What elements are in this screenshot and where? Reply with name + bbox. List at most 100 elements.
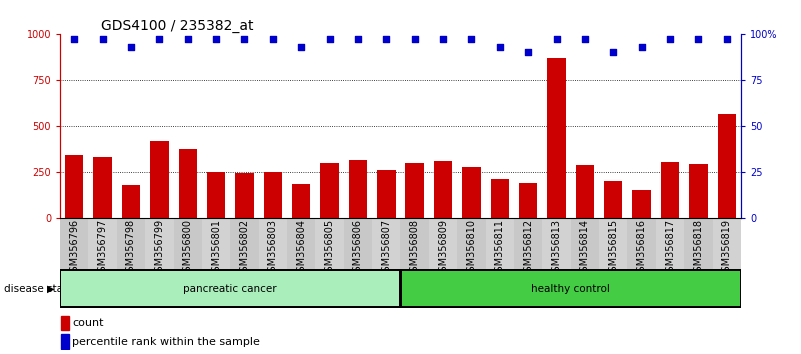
Point: [125, 44, 138, 49]
Point: [68, 36, 81, 42]
Text: GSM356815: GSM356815: [608, 219, 618, 278]
Text: GSM356802: GSM356802: [239, 219, 249, 278]
Bar: [348, 160, 367, 218]
Text: percentile rank within the sample: percentile rank within the sample: [72, 337, 260, 347]
Bar: [514, 218, 542, 269]
Bar: [377, 170, 396, 218]
Bar: [150, 141, 168, 218]
Bar: [429, 218, 457, 269]
Point: [210, 36, 223, 42]
Bar: [542, 218, 570, 269]
Bar: [65, 155, 83, 218]
Text: GDS4100 / 235382_at: GDS4100 / 235382_at: [101, 19, 253, 33]
Bar: [372, 218, 400, 269]
Text: GSM356809: GSM356809: [438, 219, 448, 278]
Text: GSM356812: GSM356812: [523, 219, 533, 278]
Bar: [202, 218, 231, 269]
Bar: [576, 165, 594, 218]
Point: [437, 36, 449, 42]
Bar: [627, 218, 656, 269]
Point: [635, 44, 648, 49]
Bar: [405, 163, 424, 218]
Bar: [485, 218, 514, 269]
Bar: [60, 218, 88, 269]
Text: GSM356816: GSM356816: [637, 219, 646, 278]
Bar: [656, 218, 684, 269]
Bar: [713, 218, 741, 269]
Point: [352, 36, 364, 42]
Text: GSM356801: GSM356801: [211, 219, 221, 278]
Bar: [570, 218, 599, 269]
Bar: [88, 218, 117, 269]
Bar: [547, 58, 566, 218]
Text: disease state: disease state: [4, 284, 74, 293]
Text: GSM356799: GSM356799: [155, 219, 164, 278]
Bar: [490, 179, 509, 218]
Text: GSM356811: GSM356811: [495, 219, 505, 278]
Point: [521, 49, 534, 55]
Point: [550, 36, 563, 42]
Text: GSM356808: GSM356808: [409, 219, 420, 278]
Text: GSM356819: GSM356819: [722, 219, 732, 278]
Bar: [259, 218, 287, 269]
Text: GSM356798: GSM356798: [126, 219, 136, 278]
Bar: [122, 185, 140, 218]
Text: count: count: [72, 318, 104, 328]
Point: [380, 36, 392, 42]
Text: ▶: ▶: [47, 284, 54, 293]
Bar: [94, 157, 112, 218]
Bar: [519, 183, 537, 218]
Point: [663, 36, 676, 42]
Text: healthy control: healthy control: [531, 284, 610, 293]
Bar: [462, 166, 481, 218]
Bar: [61, 316, 69, 330]
Bar: [264, 172, 282, 218]
Text: pancreatic cancer: pancreatic cancer: [183, 284, 277, 293]
Text: GSM356818: GSM356818: [694, 219, 703, 278]
Point: [96, 36, 109, 42]
Point: [578, 36, 591, 42]
Bar: [61, 335, 69, 349]
Point: [323, 36, 336, 42]
Point: [493, 44, 506, 49]
Bar: [316, 218, 344, 269]
Bar: [292, 184, 311, 218]
Point: [465, 36, 478, 42]
Point: [267, 36, 280, 42]
Text: GSM356817: GSM356817: [665, 219, 675, 278]
Bar: [344, 218, 372, 269]
Bar: [599, 218, 627, 269]
Bar: [145, 218, 174, 269]
Point: [409, 36, 421, 42]
Point: [720, 36, 733, 42]
Text: GSM356813: GSM356813: [552, 219, 562, 278]
Text: GSM356797: GSM356797: [98, 219, 107, 279]
Bar: [684, 218, 713, 269]
Bar: [457, 218, 485, 269]
Text: GSM356804: GSM356804: [296, 219, 306, 278]
Bar: [633, 190, 651, 218]
Bar: [287, 218, 316, 269]
Point: [295, 44, 308, 49]
Bar: [320, 164, 339, 218]
Bar: [434, 161, 453, 218]
Bar: [174, 218, 202, 269]
Text: GSM356807: GSM356807: [381, 219, 392, 278]
Text: GSM356800: GSM356800: [183, 219, 193, 278]
Point: [607, 49, 620, 55]
Bar: [235, 173, 254, 218]
Point: [181, 36, 194, 42]
Bar: [402, 271, 739, 306]
Text: GSM356814: GSM356814: [580, 219, 590, 278]
Bar: [179, 149, 197, 218]
Bar: [718, 114, 736, 218]
Text: GSM356796: GSM356796: [69, 219, 79, 278]
Text: GSM356810: GSM356810: [466, 219, 477, 278]
Text: GSM356806: GSM356806: [353, 219, 363, 278]
Bar: [117, 218, 145, 269]
Bar: [604, 181, 622, 218]
Text: GSM356805: GSM356805: [324, 219, 335, 278]
Bar: [689, 164, 707, 218]
Bar: [207, 172, 225, 218]
Text: GSM356803: GSM356803: [268, 219, 278, 278]
